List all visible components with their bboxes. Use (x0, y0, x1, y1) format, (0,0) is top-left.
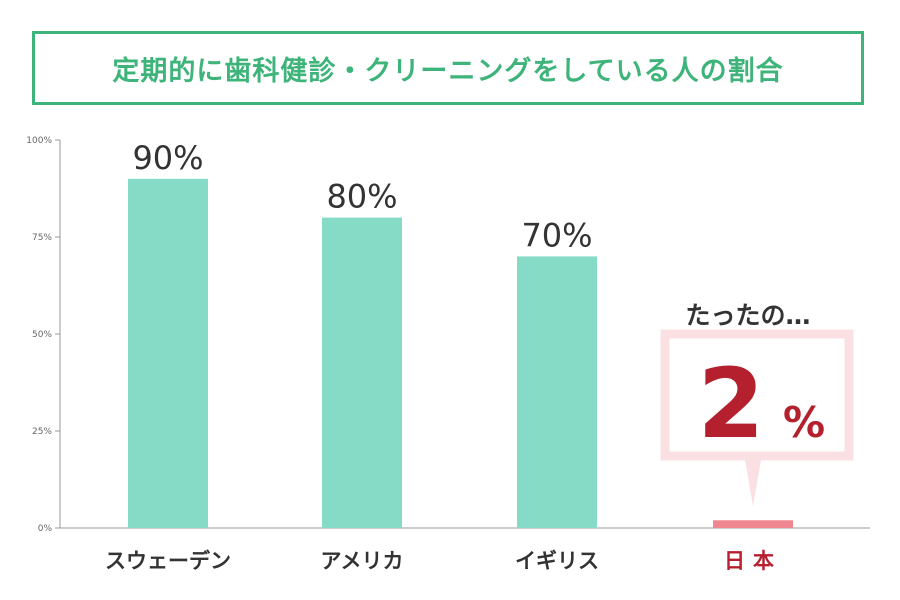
data-label: 90% (132, 139, 203, 177)
chart-title: 定期的に歯科健診・クリーニングをしている人の割合 (112, 55, 784, 87)
callout-unit: % (783, 398, 825, 447)
bar (713, 520, 793, 528)
data-label: 70% (521, 216, 592, 254)
y-tick-label: 25% (32, 427, 52, 437)
bar (128, 178, 208, 529)
chart-title-box: 定期的に歯科健診・クリーニングをしている人の割合 (32, 31, 864, 105)
x-tick-label: 日本 (724, 549, 782, 573)
callout-lead: たったの… (685, 301, 810, 330)
x-tick-label: アメリカ (321, 549, 404, 573)
callout-box (660, 329, 854, 461)
bar (517, 256, 597, 528)
x-tick-label: イギリス (515, 549, 599, 573)
y-tick-label: 100% (26, 136, 52, 146)
y-tick-label: 50% (32, 330, 52, 340)
y-tick-label: 0% (38, 524, 53, 534)
bar (322, 217, 402, 528)
data-label: 80% (326, 178, 397, 216)
y-tick-label: 75% (32, 233, 52, 243)
callout-pointer (745, 460, 761, 507)
x-tick-label: スウェーデン (105, 549, 231, 573)
callout-value: 2 (698, 348, 765, 460)
